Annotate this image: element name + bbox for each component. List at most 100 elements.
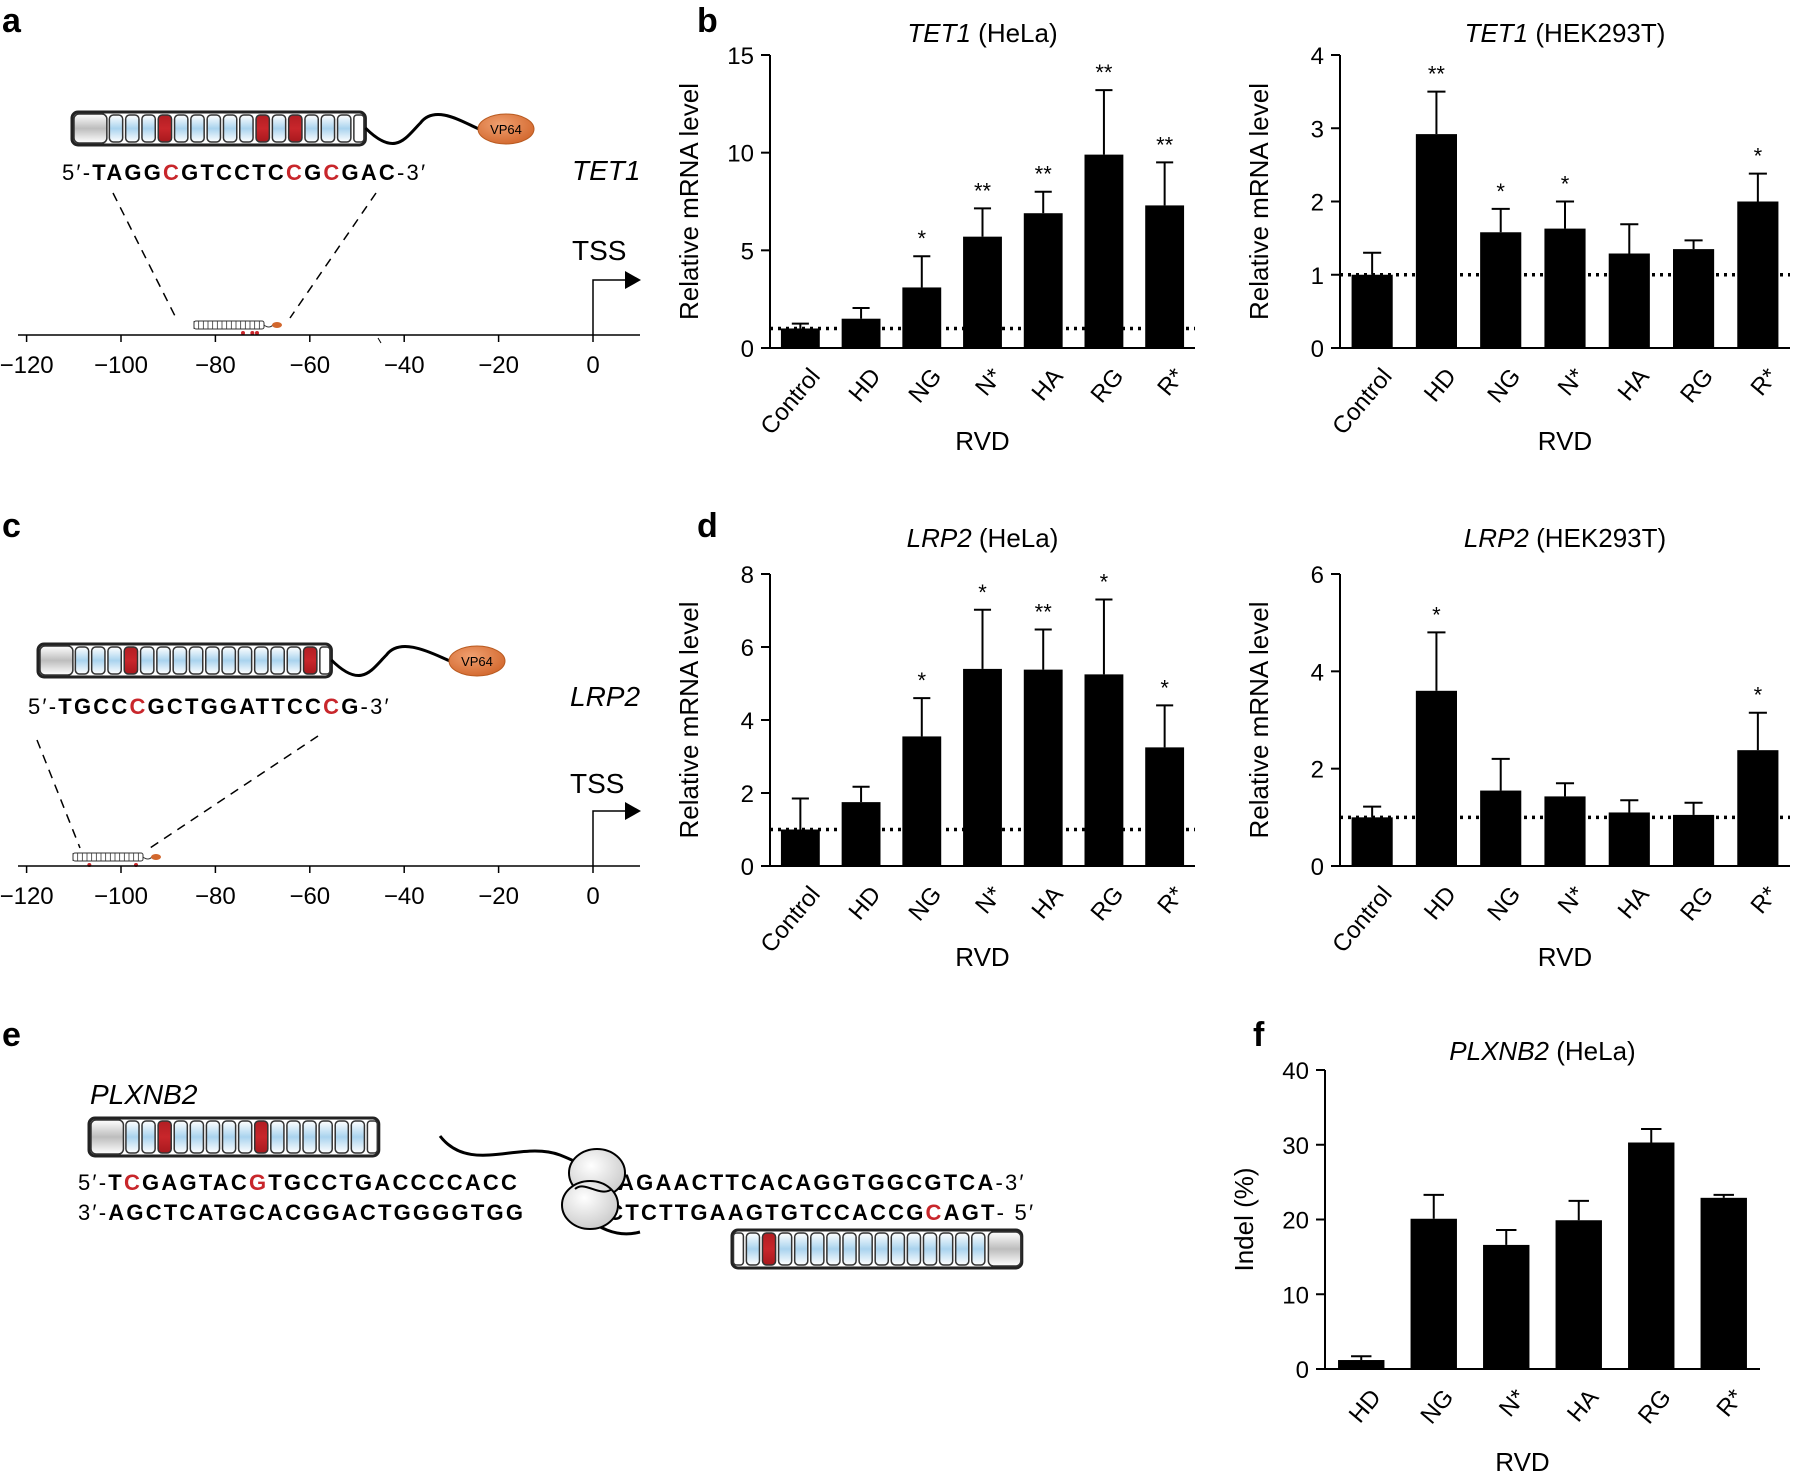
bar-NG: [1410, 1218, 1457, 1369]
axis-tick-label: 0: [586, 883, 599, 910]
x-tick-label: N*: [970, 881, 1008, 919]
gene-label-plxnb2: PLXNB2: [90, 1079, 198, 1110]
bar-HD: [841, 802, 881, 866]
nucleotide: G: [148, 694, 167, 719]
chart-b-right: TET1 (HEK293T) 0 1 2 3 4 Relative mRNA level Co…: [1244, 18, 1790, 456]
significance-marker: *: [978, 580, 987, 605]
x-tick-label: NG: [1482, 363, 1526, 408]
bottom-left-seq: AGCTCATGCACGGACTGGGGTGG: [108, 1200, 525, 1225]
nucleotide: C: [816, 1200, 834, 1225]
tale-repeat: [270, 1120, 285, 1154]
nucleotide: C: [379, 160, 397, 185]
nucleotide: T: [200, 160, 216, 185]
bar-NG: [902, 736, 942, 866]
y-axis-label: Relative mRNA level: [1244, 602, 1274, 839]
x-tick-label: R*: [1745, 363, 1783, 401]
tale-repeat-highlight: [255, 114, 271, 143]
x-tick-label: HD: [1419, 363, 1462, 407]
significance-marker: **: [974, 178, 992, 203]
nucleotide: C: [305, 694, 323, 719]
x-tick-label: HA: [1613, 363, 1655, 406]
x-tick-label: RG: [1675, 363, 1719, 408]
tale-repeat: [239, 114, 254, 143]
axis-tick-label: −60: [289, 883, 330, 910]
tale-repeat: [125, 1120, 140, 1154]
nucleotide: A: [710, 1200, 728, 1225]
nucleotide: T: [268, 1170, 284, 1195]
x-tick-label: Control: [1327, 881, 1397, 958]
y-tick-label: 3: [1311, 116, 1324, 143]
tale-repeat-highlight: [157, 114, 173, 143]
bar-HD: [1415, 134, 1457, 348]
axis-tick-label: −20: [478, 883, 519, 910]
nucleotide: G: [304, 160, 323, 185]
tale-repeat-highlight: [157, 1120, 172, 1154]
tale-repeat: [205, 646, 220, 675]
x-tick-label: NG: [903, 363, 947, 408]
tale-repeat: [286, 646, 302, 675]
significance-marker: **: [1156, 132, 1174, 157]
zoom-guide-right: [289, 192, 377, 319]
nucleotide: C: [124, 1170, 142, 1195]
nucleotide: T: [271, 694, 287, 719]
significance-marker: **: [1095, 60, 1113, 85]
y-tick-label: 8: [741, 562, 754, 589]
nucleotide: G: [249, 1170, 268, 1195]
tale-repeat: [188, 646, 204, 675]
panel-a: a VP64 5′-TAGGCGTCCTCCGCGAC-3′ TET1 −120…: [0, 2, 641, 379]
nucleotide: T: [339, 1170, 355, 1195]
nucleotide: C: [231, 1170, 249, 1195]
nucleotide: T: [185, 694, 201, 719]
nucleotide: C: [323, 694, 341, 719]
bar-Control: [1351, 274, 1393, 348]
bar-R*: [1145, 747, 1185, 866]
nucleotide: C: [411, 1170, 429, 1195]
tale-repeat: [793, 1232, 809, 1266]
foki-dimer: [561, 1148, 626, 1230]
nucleotide: T: [625, 1200, 641, 1225]
y-tick-label: 0: [1311, 854, 1324, 881]
x-tick-label: NG: [903, 881, 947, 926]
nucleotide: C: [483, 1170, 501, 1195]
tss-label-lrp2: TSS: [570, 768, 624, 799]
mini-marker: [255, 331, 259, 335]
y-tick-label: 2: [1311, 190, 1324, 217]
tale-repeat: [842, 1232, 857, 1266]
nucleotide: G: [181, 160, 200, 185]
x-tick-label: RG: [1086, 363, 1130, 408]
tale-repeat: [777, 1232, 793, 1266]
tss-arrow: [592, 279, 627, 335]
foki-domain-bottom: [561, 1180, 619, 1230]
tale-repeat: [108, 114, 124, 143]
tale-n-terminal: [39, 645, 74, 676]
zoom-guide-left: [112, 192, 177, 319]
x-tick-label: RG: [1633, 1384, 1677, 1429]
tale-nuclease-right: [730, 1228, 1024, 1270]
nucleotide: T: [659, 1200, 675, 1225]
x-axis-label: RVD: [955, 942, 1009, 972]
x-tick-label: HD: [1419, 881, 1462, 925]
bar-HA: [1608, 812, 1650, 866]
x-tick-label: Control: [755, 881, 825, 958]
significance-marker: *: [918, 226, 927, 251]
nucleotide: G: [906, 1200, 925, 1225]
y-axis-label: Relative mRNA level: [1244, 83, 1274, 320]
tale-repeat: [156, 646, 171, 675]
x-tick-label: HA: [1027, 363, 1069, 406]
nucleotide: A: [728, 1200, 746, 1225]
chart-f: f PLXNB2 (HeLa) 0 10 20 30 40 Indel (%) HD NG N* HA…: [1229, 1016, 1760, 1473]
x-tick-label: N*: [1553, 881, 1591, 919]
tale-nuclease-left: [87, 1116, 381, 1158]
tale-n-terminal: [73, 113, 108, 144]
y-tick-label: 2: [1311, 757, 1324, 784]
tale-repeat: [205, 1120, 221, 1154]
strand-end: -3′: [361, 694, 391, 719]
dna-sequence-tet1: 5′-TAGGCGTCCTCCGCGAC-3′: [62, 160, 427, 185]
tale-repeat-highlight: [123, 646, 139, 675]
axis-tick-label: −20: [478, 352, 519, 379]
panel-letter-e: e: [2, 1016, 21, 1054]
tale-repeat: [237, 1120, 253, 1154]
x-axis-label: RVD: [1538, 942, 1592, 972]
tale-repeat-highlight: [761, 1232, 777, 1266]
